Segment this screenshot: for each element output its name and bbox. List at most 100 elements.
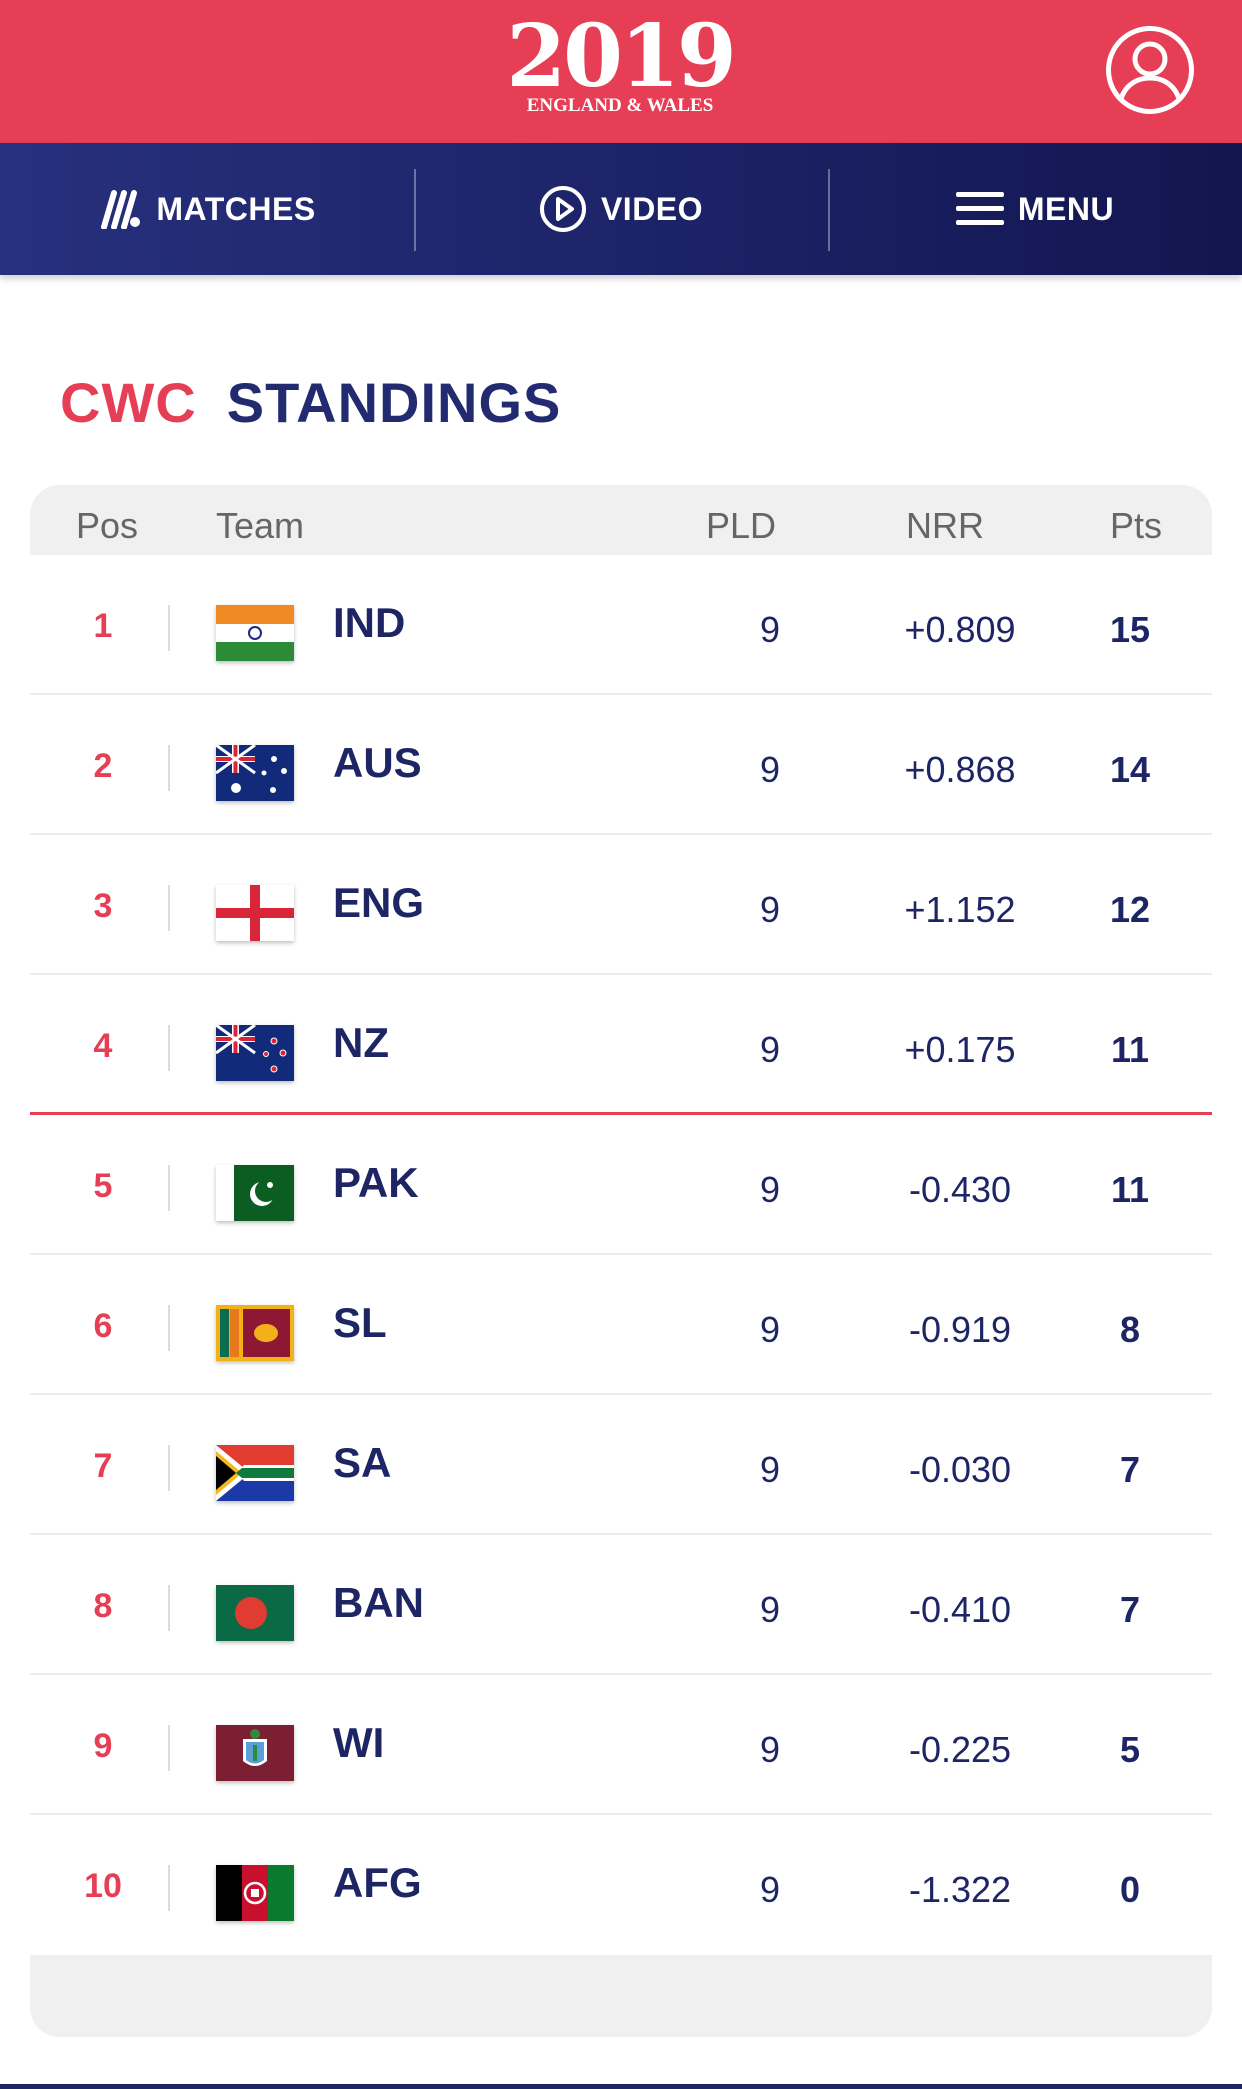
row-pld: 9 bbox=[759, 749, 781, 790]
table-row[interactable]: 2 AUS 9 +0.868 14 bbox=[30, 695, 1212, 835]
row-divider bbox=[168, 1305, 170, 1351]
page-title: CWC STANDINGS bbox=[60, 370, 561, 435]
user-account-icon[interactable] bbox=[1106, 26, 1194, 114]
row-divider bbox=[168, 1725, 170, 1771]
top-header: 2019 ENGLAND & WALES bbox=[0, 0, 1242, 143]
row-pld: 9 bbox=[759, 609, 781, 650]
row-pts: 7 bbox=[1119, 1449, 1141, 1490]
nav-menu[interactable]: MENU bbox=[828, 143, 1242, 275]
col-pts: Pts bbox=[1110, 505, 1163, 546]
table-row[interactable]: 8 BAN 9 -0.410 7 bbox=[30, 1535, 1212, 1675]
row-divider bbox=[168, 885, 170, 931]
table-row[interactable]: 9 WI 9 -0.225 5 bbox=[30, 1675, 1212, 1815]
row-pts: 11 bbox=[1110, 1169, 1150, 1210]
row-pos: 2 bbox=[93, 747, 113, 785]
row-team: IND bbox=[333, 599, 406, 646]
england-flag-icon bbox=[216, 885, 294, 941]
row-divider bbox=[168, 605, 170, 651]
west-indies-flag-icon bbox=[216, 1725, 294, 1781]
bangladesh-flag-icon bbox=[216, 1585, 294, 1641]
row-pld: 9 bbox=[759, 1729, 781, 1770]
row-nrr: -0.225 bbox=[908, 1729, 1012, 1770]
row-pos: 5 bbox=[93, 1167, 113, 1205]
nav-menu-label: MENU bbox=[1017, 190, 1115, 227]
row-team: BAN bbox=[333, 1579, 424, 1626]
row-team: WI bbox=[333, 1719, 385, 1766]
row-pos: 7 bbox=[93, 1447, 113, 1485]
row-divider bbox=[168, 1445, 170, 1491]
row-pld: 9 bbox=[759, 1169, 781, 1210]
row-pos: 1 bbox=[93, 607, 113, 645]
row-divider bbox=[168, 1025, 170, 1071]
row-team: SL bbox=[333, 1299, 387, 1346]
row-pos: 8 bbox=[93, 1587, 113, 1625]
row-divider bbox=[168, 1865, 170, 1911]
cricket-ball-icon bbox=[101, 190, 141, 229]
table-row[interactable]: 4 NZ 9 +0.175 11 bbox=[30, 975, 1212, 1115]
table-row[interactable]: 5 PAK 9 -0.430 11 bbox=[30, 1115, 1212, 1255]
row-pts: 14 bbox=[1109, 749, 1151, 790]
afghanistan-flag-icon bbox=[216, 1865, 294, 1921]
row-pld: 9 bbox=[759, 1589, 781, 1630]
nav-matches[interactable]: MATCHES bbox=[0, 143, 414, 275]
row-nrr: -0.919 bbox=[908, 1309, 1012, 1350]
row-divider bbox=[168, 745, 170, 791]
table-row[interactable]: 7 SA 9 -0.030 7 bbox=[30, 1395, 1212, 1535]
logo-year: 2019 bbox=[506, 6, 736, 107]
row-team: AFG bbox=[333, 1859, 422, 1906]
table-header: Pos Team PLD NRR Pts bbox=[30, 485, 1212, 555]
row-pld: 9 bbox=[759, 1449, 781, 1490]
row-pos: 3 bbox=[93, 887, 113, 925]
row-pld: 9 bbox=[759, 1029, 781, 1070]
standings-table: Pos Team PLD NRR Pts 1 IND 9 +0.809 15 2 bbox=[30, 485, 1212, 2037]
row-pts: 12 bbox=[1109, 889, 1151, 930]
row-divider bbox=[168, 1585, 170, 1631]
row-pld: 9 bbox=[759, 1309, 781, 1350]
pakistan-flag-icon bbox=[216, 1165, 294, 1221]
col-team: Team bbox=[216, 505, 305, 546]
row-pos: 6 bbox=[93, 1307, 113, 1345]
sri-lanka-flag-icon bbox=[216, 1305, 294, 1361]
bottom-divider bbox=[0, 2084, 1242, 2089]
nav-video[interactable]: VIDEO bbox=[414, 143, 828, 275]
table-row[interactable]: 10 AFG 9 -1.322 0 bbox=[30, 1815, 1212, 1955]
title-prefix: CWC bbox=[60, 371, 197, 434]
table-body: 1 IND 9 +0.809 15 2 AUS 9 +0.868 bbox=[30, 555, 1212, 1955]
table-row[interactable]: 6 SL 9 -0.919 8 bbox=[30, 1255, 1212, 1395]
col-pos: Pos bbox=[76, 505, 139, 546]
logo-subtitle: ENGLAND & WALES bbox=[526, 95, 714, 116]
table-row[interactable]: 3 ENG 9 +1.152 12 bbox=[30, 835, 1212, 975]
title-main: STANDINGS bbox=[226, 371, 562, 434]
row-pts: 7 bbox=[1119, 1589, 1141, 1630]
nav-matches-label: MATCHES bbox=[156, 190, 316, 227]
row-team: AUS bbox=[333, 739, 422, 786]
main-nav: MATCHES VIDEO MENU bbox=[0, 143, 1242, 275]
row-nrr: +0.175 bbox=[904, 1029, 1016, 1070]
table-row[interactable]: 1 IND 9 +0.809 15 bbox=[30, 555, 1212, 695]
row-team: ENG bbox=[333, 879, 425, 926]
row-pts: 15 bbox=[1109, 609, 1151, 650]
row-nrr: +1.152 bbox=[904, 889, 1016, 930]
col-pld: PLD bbox=[706, 505, 777, 546]
row-team: PAK bbox=[333, 1159, 419, 1206]
row-nrr: +0.868 bbox=[904, 749, 1016, 790]
nav-video-label: VIDEO bbox=[600, 190, 704, 227]
new-zealand-flag-icon bbox=[216, 1025, 294, 1081]
row-pts: 5 bbox=[1119, 1729, 1141, 1770]
row-divider bbox=[168, 1165, 170, 1211]
row-nrr: -0.030 bbox=[908, 1449, 1012, 1490]
row-nrr: +0.809 bbox=[904, 609, 1016, 650]
play-circle-icon bbox=[539, 186, 586, 232]
row-pts: 11 bbox=[1110, 1029, 1150, 1070]
south-africa-flag-icon bbox=[216, 1445, 294, 1501]
australia-flag-icon bbox=[216, 745, 294, 801]
row-pos: 10 bbox=[84, 1867, 122, 1905]
row-pld: 9 bbox=[759, 1869, 781, 1910]
cwc-2019-logo[interactable]: 2019 ENGLAND & WALES bbox=[500, 6, 740, 130]
row-pts: 0 bbox=[1119, 1869, 1141, 1910]
row-nrr: -1.322 bbox=[908, 1869, 1012, 1910]
row-pos: 9 bbox=[93, 1727, 113, 1765]
row-team: NZ bbox=[333, 1019, 389, 1066]
row-team: SA bbox=[333, 1439, 392, 1486]
row-pts: 8 bbox=[1119, 1309, 1141, 1350]
